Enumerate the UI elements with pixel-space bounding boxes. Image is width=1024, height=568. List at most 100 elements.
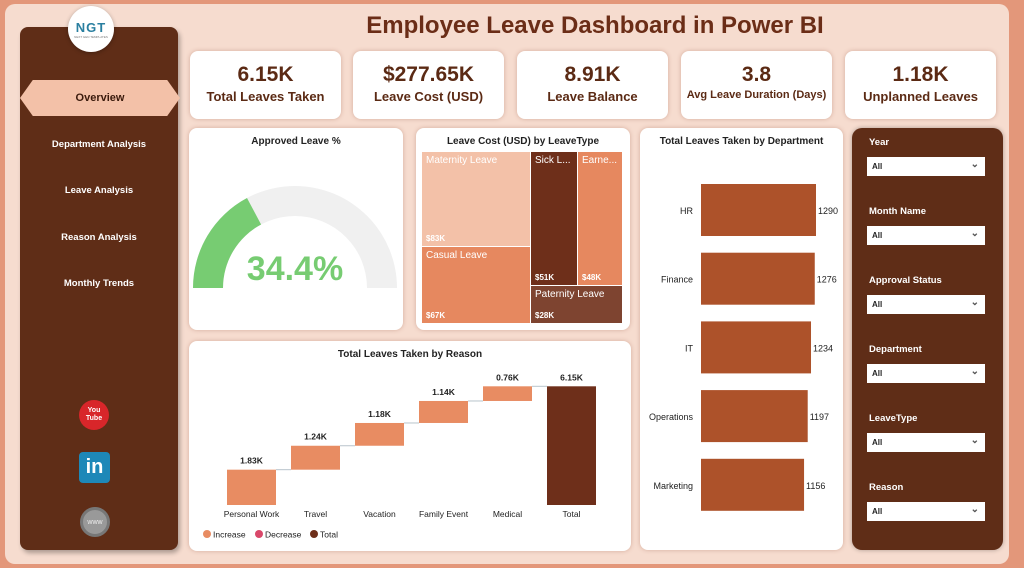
chevron-down-icon: ⌄ [970,159,979,170]
treemap-tile-value: $48K [582,273,602,282]
nav-reason-analysis[interactable]: Reason Analysis [61,232,137,243]
waterfall-bar[interactable] [355,422,404,446]
slicer-value: All [872,231,883,240]
waterfall-bar[interactable] [291,445,340,470]
waterfall-bar[interactable] [419,400,468,423]
department-value-label: 1290 [818,206,838,216]
legend-swatch [255,530,263,538]
waterfall-data-label: 0.76K [496,372,520,382]
waterfall-category-label: Medical [493,509,522,519]
slicer-label: Month Name [869,206,926,217]
waterfall-category-label: Personal Work [224,509,280,519]
waterfall-category-label: Total [563,509,581,519]
gauge-card: Approved Leave % 34.4% [189,128,403,330]
treemap-card: Leave Cost (USD) by LeaveType Maternity … [416,128,630,330]
department-value-label: 1197 [810,412,829,422]
legend-item[interactable]: Decrease [265,530,302,540]
gauge-chart: 34.4% [193,186,397,288]
kpi-leave-balance: 8.91K Leave Balance [517,51,668,119]
kpi-leave-cost: $277.65K Leave Cost (USD) [353,51,504,119]
slicer-label: Reason [869,482,904,493]
treemap-tile-value: $67K [426,311,446,320]
legend-item[interactable]: Total [320,530,338,540]
slicer-dropdown[interactable]: All ⌄ [867,433,985,452]
gauge-title: Approved Leave % [251,136,341,147]
waterfall-data-label: 1.83K [240,456,264,466]
department-value-label: 1276 [817,275,837,285]
page-title: Employee Leave Dashboard in Power BI [366,12,824,39]
treemap-tile-value: $83K [426,234,446,243]
kpi-unplanned-leaves: 1.18K Unplanned Leaves [845,51,996,119]
department-label: HR [680,206,693,216]
legend-item[interactable]: Increase [213,530,246,540]
department-value-label: 1234 [813,343,833,353]
treemap-tile-value: $28K [535,311,555,320]
social-youtube-icon[interactable]: You Tube [79,400,109,430]
slicer-value: All [872,300,883,309]
slicer-dropdown[interactable]: All ⌄ [867,502,985,521]
waterfall-data-label: 1.24K [304,432,328,442]
kpi-total-leaves: 6.15K Total Leaves Taken [190,51,341,119]
waterfall-data-label: 6.15K [560,372,584,382]
department-bar[interactable] [701,184,816,236]
gauge-fill [193,198,262,288]
department-bar[interactable] [701,390,808,443]
social-website-icon[interactable]: www [80,507,110,537]
treemap-tile[interactable]: Sick L... $51K [531,152,577,285]
department-chart-title: Total Leaves Taken by Department [659,136,824,147]
slicer-dropdown[interactable]: All ⌄ [867,364,985,383]
department-bar[interactable] [701,321,812,374]
department-chart-card: Total Leaves Taken by Department HR 1290 F… [640,128,843,550]
linkedin-label: in [85,456,104,478]
nav-department-analysis[interactable]: Department Analysis [51,139,147,150]
treemap-tile-label: Paternity Leave [535,289,605,300]
ngt-logo: NGT NEXT GEN TEMPLATES [68,6,114,52]
department-value-label: 1156 [806,481,825,491]
department-bar-chart: HR 1290 Finance 1276 IT 1234 Operations 1197 Mar… [649,184,838,511]
slicer-dropdown[interactable]: All ⌄ [867,226,985,245]
chevron-down-icon: ⌄ [970,228,979,239]
department-label: Finance [661,275,693,285]
treemap-tile[interactable]: Earne... $48K [578,152,622,285]
reason-chart-title: Total Leaves Taken by Reason [337,349,483,360]
nav-overview[interactable]: Overview [20,80,180,116]
department-bar[interactable] [701,458,805,511]
nav-leave-analysis[interactable]: Leave Analysis [64,185,134,196]
reason-waterfall-chart: 1.83K Personal Work 1.24K Travel 1.18K Vacati… [203,372,596,540]
waterfall-category-label: Family Event [419,509,469,519]
department-label: IT [685,343,694,353]
treemap-tile-value: $51K [535,273,555,282]
waterfall-bar[interactable] [547,386,596,505]
legend-swatch [310,530,318,538]
chevron-down-icon: ⌄ [970,504,979,515]
nav-monthly-trends[interactable]: Monthly Trends [63,278,135,289]
department-label: Operations [649,412,694,422]
treemap-tile[interactable]: Casual Leave $67K [422,247,530,323]
gauge-value: 34.4% [247,250,343,288]
waterfall-data-label: 1.14K [432,387,456,397]
treemap-tile[interactable]: Paternity Leave $28K [531,286,622,323]
treemap-tile-label: Sick L... [535,155,571,166]
chevron-down-icon: ⌄ [970,366,979,377]
treemap-tile-label: Maternity Leave [426,155,498,166]
treemap-tile-label: Earne... [582,155,618,166]
filter-panel: Year All ⌄ Month Name All ⌄ Approval Status … [852,128,1003,550]
slicer-label: Approval Status [869,275,942,286]
waterfall-bar[interactable] [483,386,532,401]
chevron-down-icon: ⌄ [970,297,979,308]
social-linkedin-icon[interactable]: in [79,452,110,483]
slicer-value: All [872,438,883,447]
waterfall-category-label: Travel [304,509,327,519]
slicer-value: All [872,507,883,516]
website-label: www [87,518,103,526]
reason-chart-card: Total Leaves Taken by Reason 1.83K Person… [189,341,631,551]
slicer-dropdown[interactable]: All ⌄ [867,295,985,314]
slicer-label: Year [869,137,890,148]
slicer-label: LeaveType [869,413,918,424]
slicer-value: All [872,162,883,171]
department-bar[interactable] [701,252,815,305]
treemap-tile[interactable]: Maternity Leave $83K [422,152,530,246]
waterfall-category-label: Vacation [363,509,396,519]
waterfall-bar[interactable] [227,469,276,505]
slicer-dropdown[interactable]: All ⌄ [867,157,985,176]
